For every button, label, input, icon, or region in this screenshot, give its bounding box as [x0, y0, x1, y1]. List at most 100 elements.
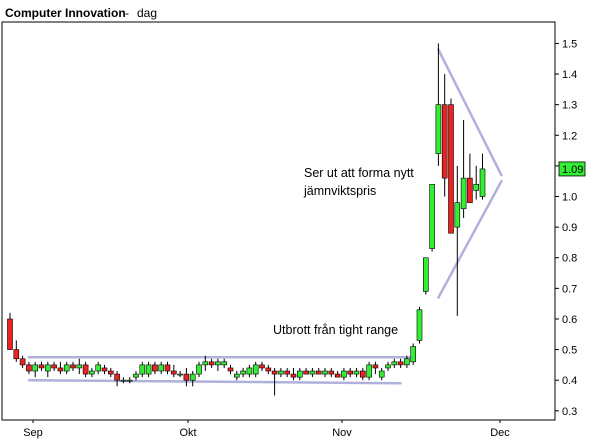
- candle-body: [441, 104, 448, 179]
- trendlines: [27, 48, 503, 385]
- candle: [38, 361, 45, 372]
- candle-body: [126, 379, 133, 382]
- candle: [296, 367, 303, 381]
- candle-body: [404, 358, 410, 366]
- candle-body: [95, 364, 101, 372]
- candle-body: [221, 361, 227, 366]
- candle-body: [454, 202, 461, 228]
- candle-body: [183, 373, 190, 381]
- chart-title-group: Computer Innovation - dag: [5, 6, 157, 20]
- candle: [441, 74, 448, 197]
- candle-body: [82, 364, 89, 375]
- candle-body: [38, 364, 45, 369]
- chart-title-separator: -: [125, 6, 129, 20]
- candle-body: [120, 379, 127, 382]
- y-tick-label: 0.5: [562, 345, 577, 357]
- candle: [429, 183, 435, 252]
- candle: [126, 377, 133, 384]
- candle-body: [278, 370, 284, 375]
- candle-body: [101, 367, 108, 372]
- x-tick-label: Dec: [490, 427, 510, 439]
- candle-body: [378, 370, 385, 378]
- candle-body: [265, 367, 272, 372]
- candle-body: [296, 370, 303, 378]
- candle: [82, 361, 89, 378]
- candle-body: [44, 364, 51, 372]
- candle-body: [202, 361, 209, 366]
- candle: [133, 371, 139, 381]
- candle: [265, 364, 272, 375]
- candle-body: [246, 367, 253, 375]
- candle: [120, 377, 127, 384]
- candle: [385, 361, 391, 372]
- candle-body: [328, 370, 335, 375]
- candle: [473, 165, 480, 200]
- y-tick-label: 0.8: [562, 253, 577, 265]
- candle: [171, 364, 177, 378]
- candle-body: [347, 370, 354, 375]
- candle-body: [240, 370, 246, 375]
- candle: [341, 367, 347, 381]
- candle: [158, 361, 164, 375]
- candle: [208, 358, 215, 368]
- candle: [202, 355, 209, 372]
- candle-series: [7, 43, 486, 396]
- candle: [416, 306, 423, 344]
- candle: [13, 340, 20, 362]
- y-tick-label: 1.3: [562, 100, 577, 112]
- candle: [252, 361, 259, 378]
- candle: [404, 355, 410, 368]
- candle-body: [164, 364, 171, 372]
- candle-body: [322, 370, 328, 375]
- candle: [366, 361, 372, 381]
- candle: [89, 367, 95, 378]
- candle: [57, 361, 64, 375]
- last-price-label: 1.09: [562, 164, 583, 176]
- candle-body: [26, 364, 32, 372]
- candle: [101, 364, 108, 375]
- candle: [215, 358, 221, 372]
- candle-body: [385, 364, 391, 369]
- x-tick-label: Okt: [179, 427, 196, 439]
- candle: [479, 153, 486, 200]
- candle-body: [133, 373, 139, 378]
- candle-body: [189, 373, 196, 381]
- candle: [164, 361, 171, 375]
- candle-body: [422, 257, 429, 292]
- candle-body: [397, 361, 404, 366]
- candle: [328, 367, 335, 378]
- candle: [460, 119, 467, 218]
- annotations: Ser ut att forma nytt jämnviktspris Utbr…: [273, 166, 414, 337]
- candle: [240, 367, 246, 378]
- annotation-equilibrium-line1: Ser ut att forma nytt: [304, 166, 414, 180]
- candle: [108, 367, 114, 378]
- trendline: [437, 179, 503, 299]
- candle-body: [259, 364, 265, 369]
- y-tick-label: 0.6: [562, 314, 577, 326]
- trendline: [27, 378, 402, 385]
- candle: [26, 361, 32, 375]
- candle: [290, 367, 297, 381]
- candle-body: [473, 183, 480, 191]
- candle: [95, 361, 101, 375]
- y-tick-label: 0.3: [562, 406, 577, 418]
- candle: [454, 165, 461, 316]
- candle: [359, 367, 366, 381]
- candle: [322, 367, 328, 378]
- candle-body: [63, 364, 70, 372]
- candle: [448, 98, 454, 234]
- candle: [76, 358, 83, 375]
- candle: [177, 371, 183, 378]
- candle-body: [416, 309, 423, 341]
- chart-title: Computer Innovation: [5, 6, 126, 20]
- candle: [234, 371, 240, 381]
- candle: [347, 367, 354, 378]
- candle: [189, 371, 196, 387]
- chart-subtitle: dag: [137, 6, 157, 20]
- candle: [32, 361, 39, 378]
- candle: [51, 361, 57, 372]
- candle: [391, 358, 398, 368]
- candle: [303, 367, 309, 375]
- candle-body: [108, 370, 114, 375]
- candle-body: [309, 370, 316, 375]
